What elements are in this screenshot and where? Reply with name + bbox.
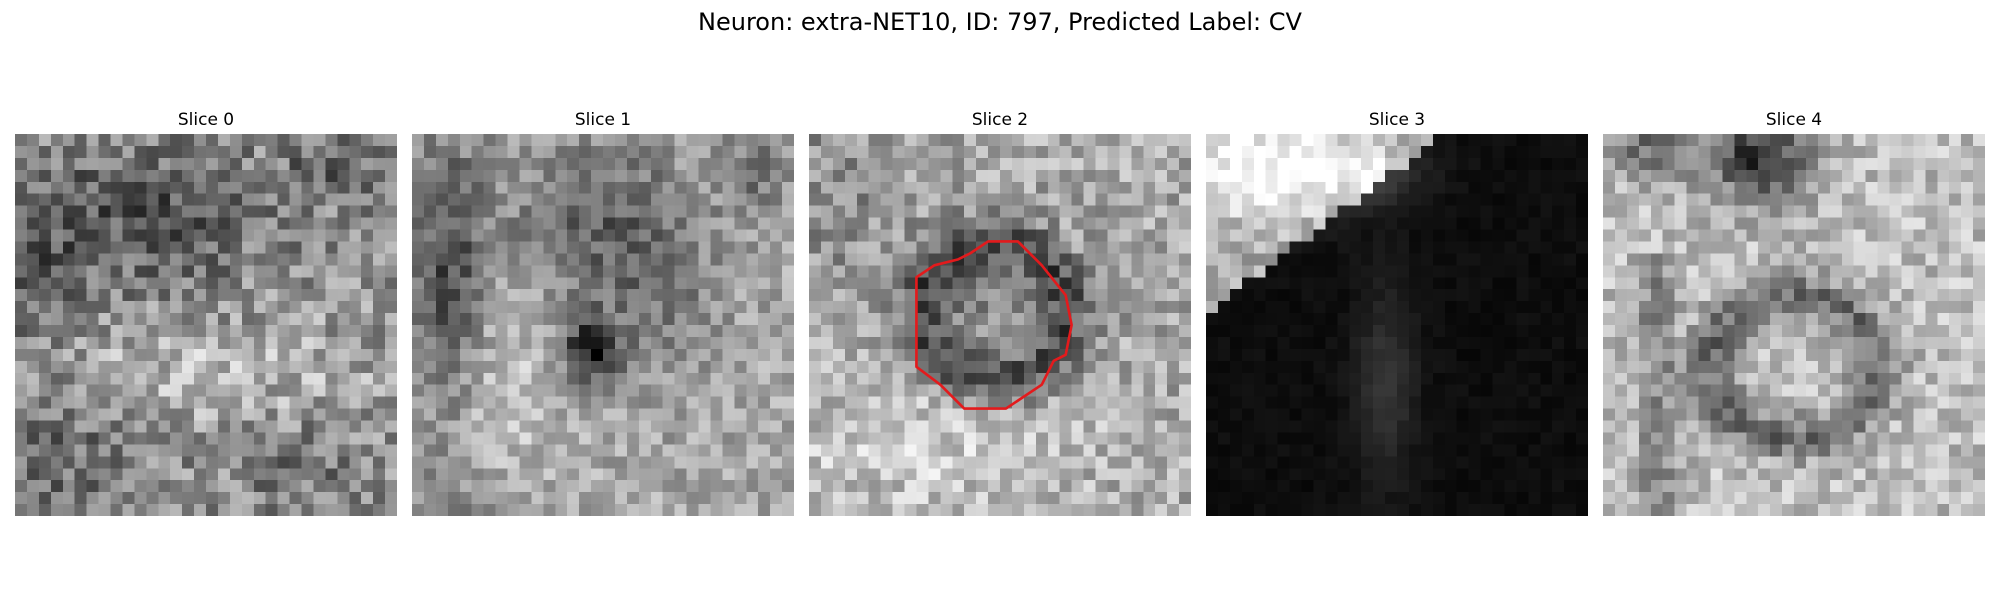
figure-title: Neuron: extra-NET10, ID: 797, Predicted … bbox=[698, 8, 1302, 36]
slice-image bbox=[809, 134, 1191, 516]
slice-title: Slice 1 bbox=[574, 110, 632, 130]
slice-panel-3: Slice 3 bbox=[1206, 108, 1588, 516]
slice-title: Slice 2 bbox=[971, 110, 1029, 130]
slice-image bbox=[1206, 134, 1588, 516]
slice-panel-0: Slice 0 bbox=[15, 108, 397, 516]
slice-image bbox=[412, 134, 794, 516]
slice-title: Slice 4 bbox=[1765, 110, 1823, 130]
slice-title: Slice 0 bbox=[177, 110, 235, 130]
slice-panel-4: Slice 4 bbox=[1603, 108, 1985, 516]
slice-title: Slice 3 bbox=[1368, 110, 1426, 130]
slice-panel-2: Slice 2 bbox=[809, 108, 1191, 516]
cell-contour bbox=[915, 240, 1073, 410]
slice-image bbox=[1603, 134, 1985, 516]
slice-image bbox=[15, 134, 397, 516]
slice-panel-1: Slice 1 bbox=[412, 108, 794, 516]
